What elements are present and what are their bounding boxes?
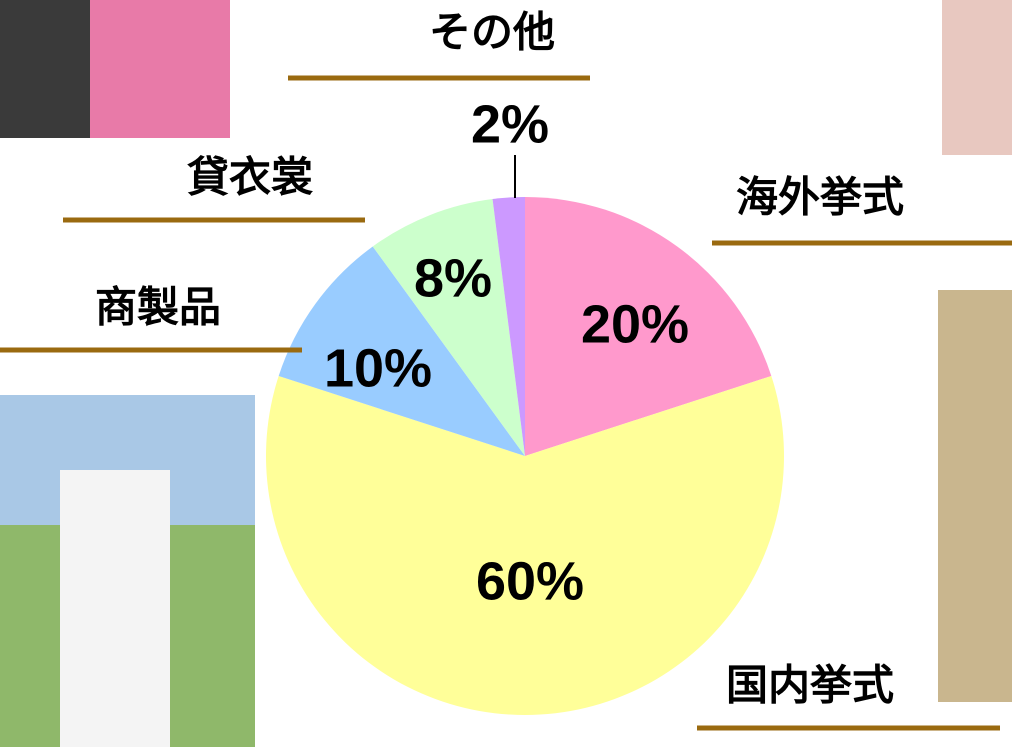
- value-label: 8%: [414, 248, 492, 308]
- category-label: 国内挙式: [726, 661, 894, 710]
- pie-slice: [265, 375, 785, 716]
- category-label: 貸衣裳: [187, 153, 314, 202]
- category-label: その他: [429, 8, 555, 57]
- photo-figure: [60, 470, 170, 747]
- photo-detail: [0, 0, 90, 138]
- photo: [942, 0, 1012, 155]
- pie-slice: [278, 246, 525, 456]
- pie-slice: [372, 199, 525, 456]
- value-label: 20%: [581, 294, 689, 354]
- category-label: 商製品: [95, 283, 221, 332]
- pie-slice: [492, 197, 525, 456]
- value-label: 60%: [476, 551, 584, 611]
- value-label: 10%: [324, 338, 432, 398]
- value-label: 2%: [471, 94, 549, 154]
- pie-slice: [525, 197, 772, 456]
- photo: [938, 290, 1012, 702]
- category-label: 海外挙式: [736, 173, 904, 222]
